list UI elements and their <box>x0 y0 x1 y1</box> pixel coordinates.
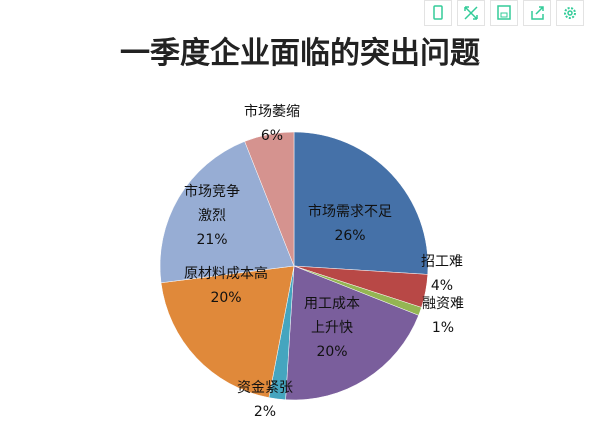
chart-title: 一季度企业面临的突出问题 <box>120 36 480 71</box>
slice-label: 市场竞争激烈 21% <box>182 180 242 252</box>
value-label: 2% <box>253 404 277 420</box>
pie-slice <box>159 141 295 284</box>
category-label: 市场萎缩 <box>244 104 300 120</box>
value-label: 1% <box>431 320 455 336</box>
category-label: 原材料成本高 <box>184 266 268 282</box>
category-label: 用工成本上升快 <box>304 296 360 336</box>
value-label: 26% <box>334 228 366 244</box>
slice-label: 招工难 4% <box>421 250 463 298</box>
category-label: 市场竞争激烈 <box>184 184 240 224</box>
tool-save[interactable] <box>490 0 518 26</box>
category-label: 融资难 <box>422 296 464 312</box>
slice-label: 市场萎缩 6% <box>244 100 300 148</box>
tool-share[interactable] <box>523 0 551 26</box>
category-label: 资金紧张 <box>237 380 293 396</box>
pie-slice <box>285 265 419 401</box>
value-label: 4% <box>430 278 454 294</box>
slice-label: 资金紧张 2% <box>237 376 293 424</box>
slice-label: 原材料成本高 20% <box>184 262 268 310</box>
slice-label: 融资难 1% <box>422 292 464 340</box>
pie-slice <box>244 131 295 267</box>
tool-settings[interactable] <box>556 0 584 26</box>
tool-fullscreen[interactable] <box>457 0 485 26</box>
slice-label: 用工成本上升快 20% <box>302 292 362 364</box>
value-label: 20% <box>210 290 242 306</box>
value-label: 21% <box>196 232 228 248</box>
pie-slice <box>160 265 295 398</box>
slice-label: 市场需求不足 26% <box>308 200 392 248</box>
value-label: 6% <box>260 128 284 144</box>
value-label: 20% <box>316 344 348 360</box>
pie-slice <box>293 131 429 275</box>
category-label: 市场需求不足 <box>308 204 392 220</box>
tool-mobile[interactable] <box>424 0 452 26</box>
category-label: 招工难 <box>421 254 463 270</box>
